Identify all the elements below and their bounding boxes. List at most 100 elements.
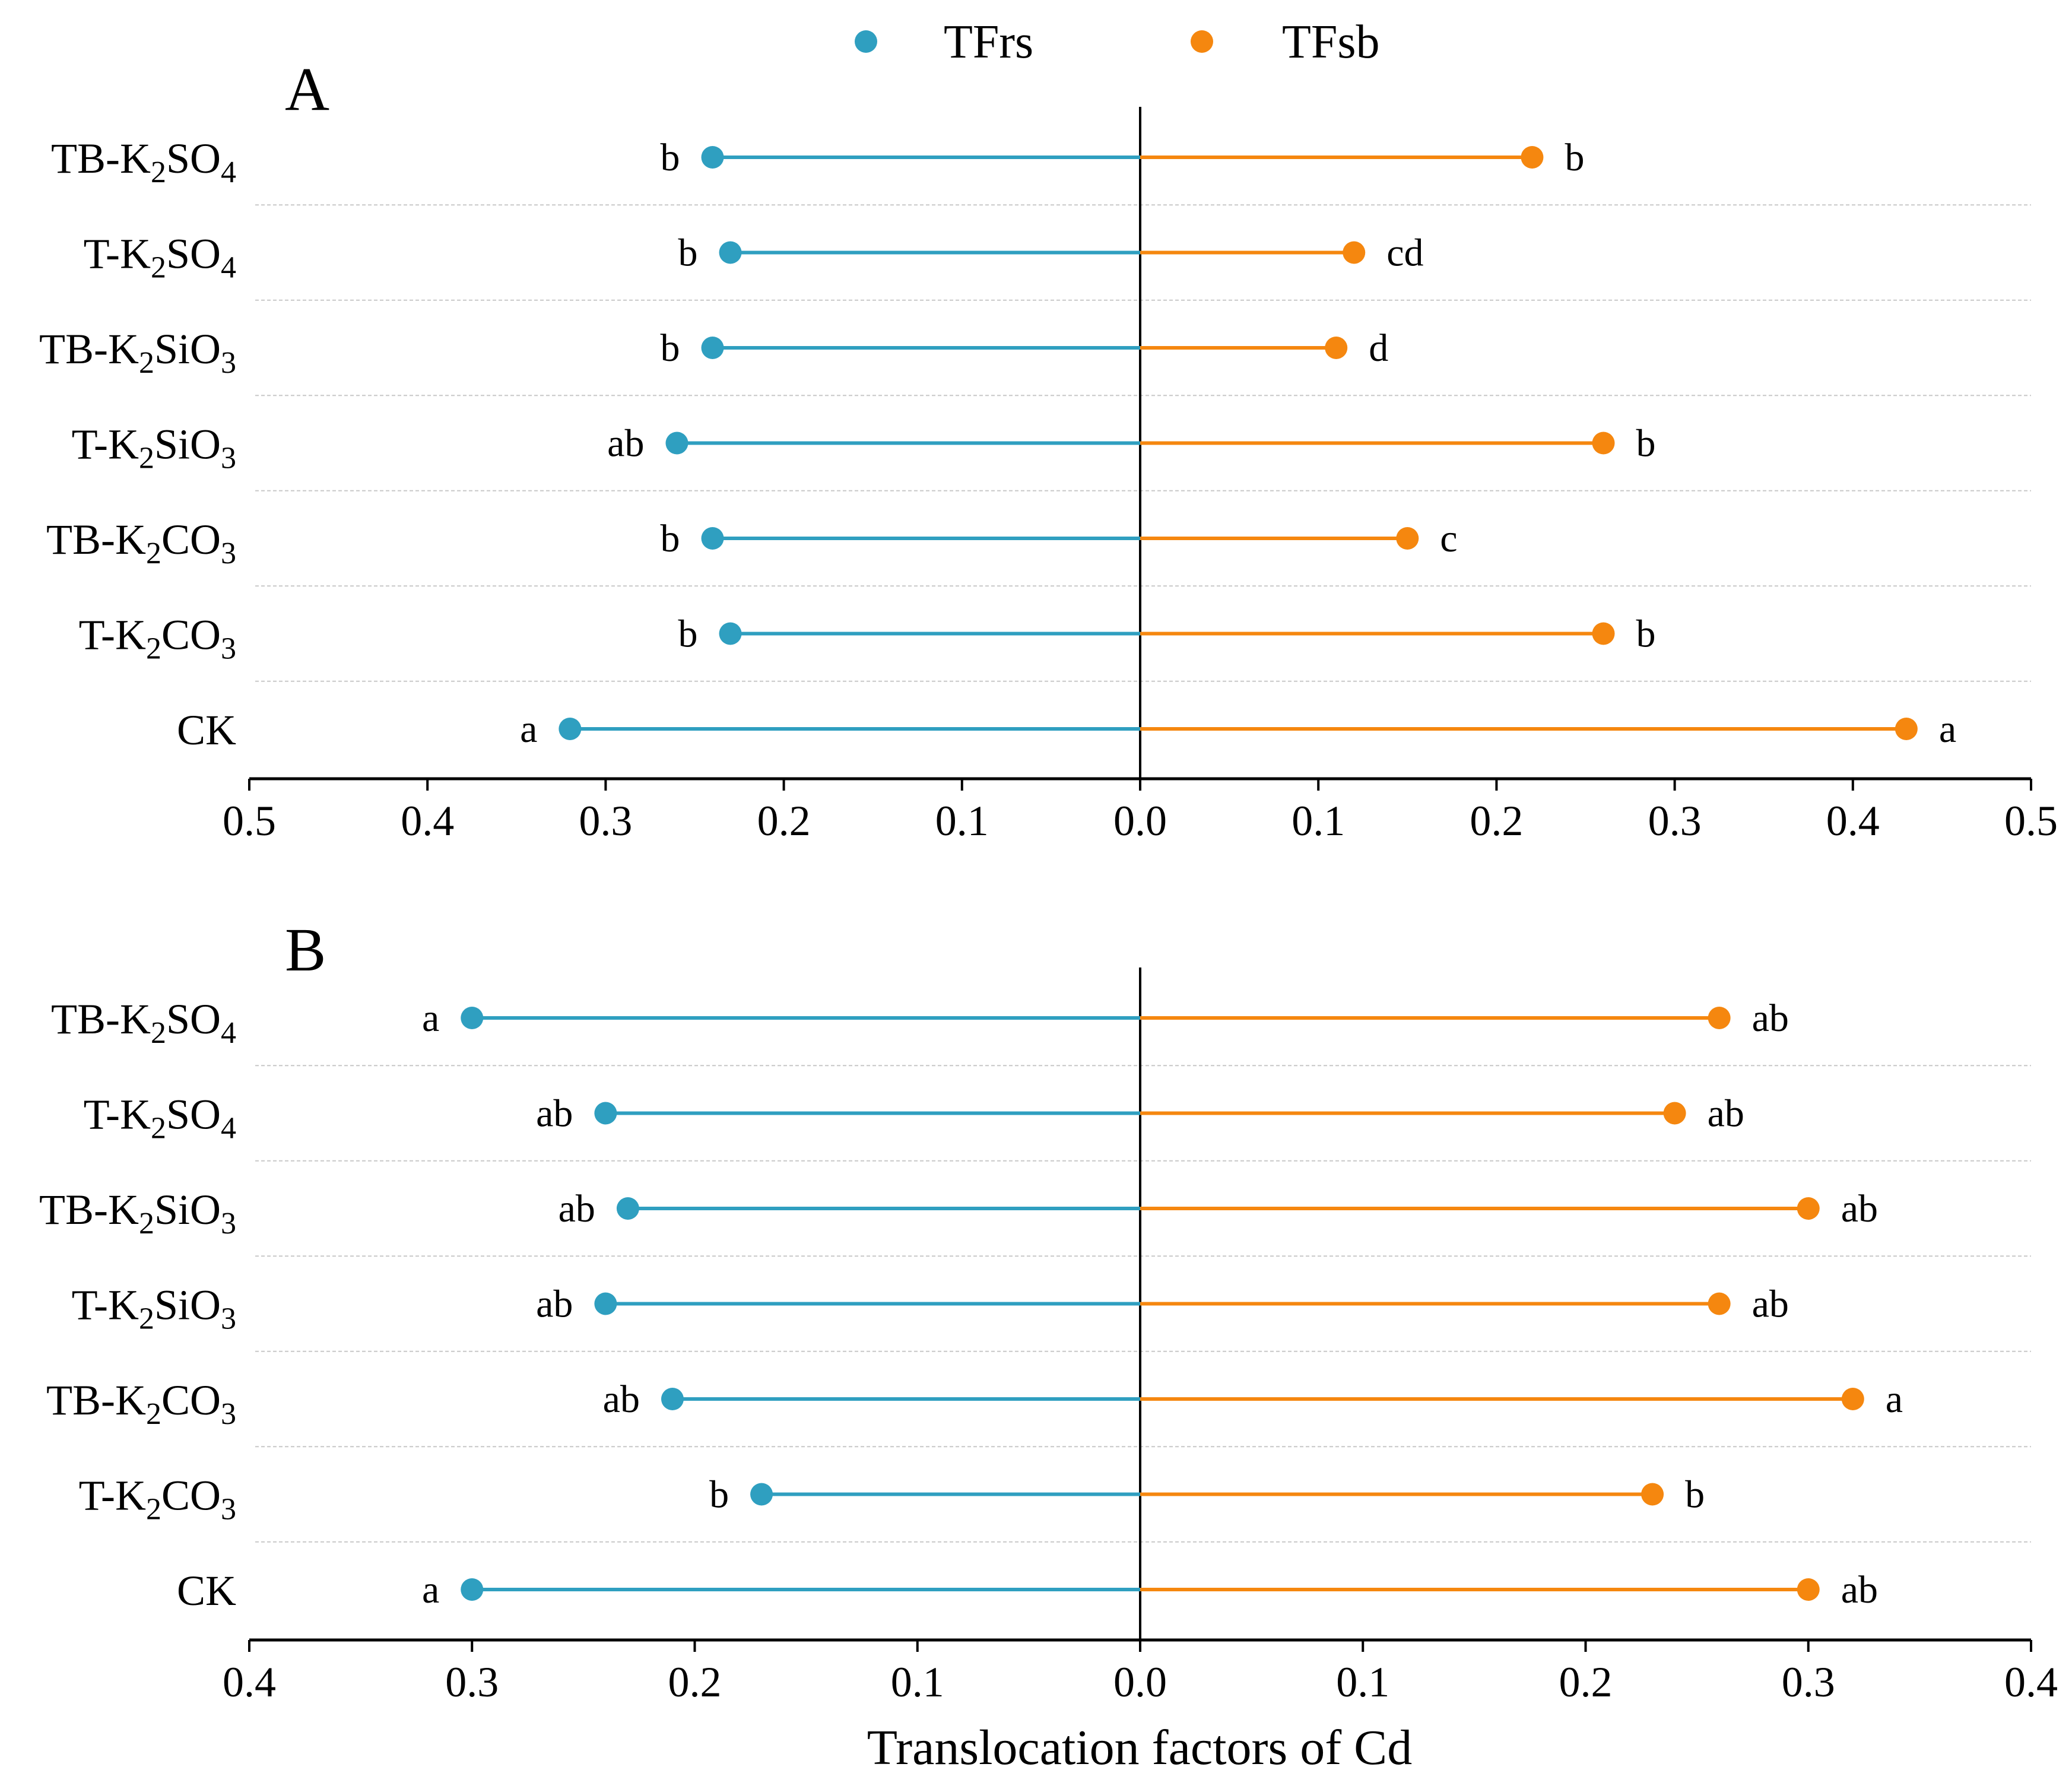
point-tfsb	[1592, 432, 1615, 455]
category-label: T-K2SiO3	[72, 1281, 236, 1336]
sig-label-tfsb: b	[1565, 136, 1584, 179]
x-tick-label: 0.4	[2004, 1658, 2058, 1706]
category-label: TB-K2SO4	[51, 995, 236, 1050]
legend-label-tfrs: TFrs	[944, 16, 1033, 68]
x-tick-label: 0.5	[2004, 797, 2058, 845]
legend-marker-tfrs	[855, 30, 877, 53]
x-axis-title: Translocation factors of Cd	[867, 1720, 1412, 1775]
sig-label-tfrs: b	[661, 326, 680, 370]
x-tick-label: 0.4	[223, 1658, 276, 1706]
legend: TFrs TFsb	[855, 16, 1380, 68]
sig-label-tfsb: d	[1369, 326, 1388, 370]
category-label: T-K2SO4	[84, 230, 236, 285]
x-tick-label: 0.0	[1113, 797, 1167, 845]
sig-label-tfsb: ab	[1841, 1187, 1878, 1230]
sig-label-tfsb: ab	[1752, 997, 1789, 1040]
sig-label-tfrs: a	[520, 708, 537, 751]
sig-label-tfsb: b	[1685, 1473, 1705, 1517]
category-label: T-K2CO3	[79, 1472, 236, 1527]
point-tfrs	[559, 718, 582, 740]
category-label: T-K2CO3	[79, 611, 236, 666]
point-tfrs	[594, 1102, 617, 1125]
category-label: TB-K2SiO3	[39, 1186, 236, 1241]
category-label: TB-K2SiO3	[39, 325, 236, 380]
x-tick-label: 0.3	[445, 1658, 499, 1706]
x-tick-label: 0.2	[1559, 1658, 1613, 1706]
point-tfrs	[719, 622, 742, 645]
point-tfrs	[461, 1578, 484, 1601]
point-tfsb	[1708, 1007, 1731, 1029]
sig-label-tfsb: cd	[1386, 231, 1423, 275]
point-tfrs	[616, 1197, 639, 1220]
category-label: T-K2SiO3	[72, 421, 236, 475]
category-label: CK	[177, 706, 236, 754]
x-tick-label: 0.5	[223, 797, 276, 845]
sig-label-tfrs: b	[678, 231, 698, 275]
point-tfrs	[594, 1292, 617, 1315]
point-tfrs	[661, 1388, 684, 1410]
point-tfrs	[701, 337, 724, 359]
point-tfrs	[701, 527, 724, 550]
sig-label-tfrs: ab	[559, 1187, 595, 1230]
point-tfsb	[1521, 146, 1544, 169]
category-label: TB-K2SO4	[51, 135, 236, 189]
x-tick-label: 0.1	[891, 1658, 944, 1706]
sig-label-tfrs: b	[661, 517, 680, 560]
sig-label-tfsb: a	[1886, 1378, 1903, 1421]
panels: A 0.5 0.4 0.3 0.2 0.1 0.0 0.1 0.2 0.3 0.4 0.5 TB-K2S…	[39, 55, 2058, 1706]
sig-label-tfrs: a	[422, 1568, 439, 1611]
x-tick-label: 0.0	[1113, 1658, 1167, 1706]
point-tfsb	[1592, 622, 1615, 645]
x-tick-label: 0.1	[1292, 797, 1345, 845]
sig-label-tfsb: c	[1440, 517, 1457, 560]
sig-label-tfsb: b	[1636, 422, 1656, 465]
point-tfsb	[1841, 1388, 1864, 1410]
point-tfrs	[461, 1007, 484, 1029]
point-tfsb	[1895, 718, 1918, 740]
sig-label-tfsb: ab	[1752, 1283, 1789, 1326]
x-tick-label: 0.4	[401, 797, 454, 845]
category-label: T-K2SO4	[84, 1091, 236, 1146]
sig-label-tfrs: ab	[536, 1283, 573, 1326]
sig-label-tfrs: a	[422, 997, 439, 1040]
point-tfsb	[1797, 1197, 1820, 1220]
category-label: TB-K2CO3	[46, 516, 236, 570]
sig-label-tfrs: ab	[603, 1378, 640, 1421]
sig-label-tfrs: b	[709, 1473, 729, 1517]
point-tfrs	[665, 432, 688, 455]
point-tfsb	[1663, 1102, 1686, 1125]
sig-label-tfsb: a	[1939, 708, 1956, 751]
sig-label-tfsb: ab	[1841, 1568, 1878, 1611]
sig-label-tfrs: ab	[607, 422, 644, 465]
point-tfrs	[701, 146, 724, 169]
legend-label-tfsb: TFsb	[1282, 16, 1380, 68]
panel-label: B	[285, 916, 326, 984]
point-tfsb	[1708, 1292, 1731, 1315]
point-tfsb	[1797, 1578, 1820, 1601]
x-tick-label: 0.2	[1470, 797, 1523, 845]
x-tick-label: 0.2	[668, 1658, 722, 1706]
x-tick-label: 0.4	[1826, 797, 1880, 845]
x-tick-label: 0.1	[935, 797, 989, 845]
point-tfsb	[1641, 1483, 1664, 1506]
x-tick-label: 0.2	[757, 797, 811, 845]
sig-label-tfsb: b	[1636, 613, 1656, 656]
x-tick-label: 0.3	[1648, 797, 1702, 845]
category-label: CK	[177, 1567, 236, 1614]
legend-marker-tfsb	[1191, 30, 1213, 53]
x-tick-label: 0.3	[579, 797, 632, 845]
x-tick-label: 0.3	[1782, 1658, 1835, 1706]
sig-label-tfsb: ab	[1708, 1092, 1744, 1135]
panel-label: A	[285, 55, 329, 123]
panel-a: A 0.5 0.4 0.3 0.2 0.1 0.0 0.1 0.2 0.3 0.4 0.5 TB-K2S…	[39, 55, 2058, 845]
point-tfrs	[750, 1483, 773, 1506]
sig-label-tfrs: b	[678, 613, 698, 656]
point-tfsb	[1343, 241, 1366, 264]
sig-label-tfrs: b	[661, 136, 680, 179]
point-tfrs	[719, 241, 742, 264]
point-tfsb	[1396, 527, 1419, 550]
point-tfsb	[1325, 337, 1348, 359]
sig-label-tfrs: ab	[536, 1092, 573, 1135]
category-label: TB-K2CO3	[46, 1376, 236, 1431]
